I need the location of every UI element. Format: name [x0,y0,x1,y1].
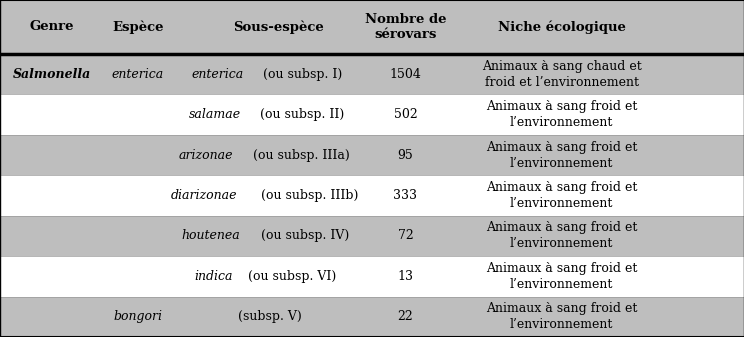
Text: Genre: Genre [30,21,74,33]
Text: bongori: bongori [113,310,162,323]
Text: enterica: enterica [112,68,164,81]
Text: (ou subsp. IV): (ou subsp. IV) [257,229,350,242]
Text: (subsp. V): (subsp. V) [238,310,301,323]
Bar [0,94,744,135]
Text: (ou subsp. I): (ou subsp. I) [259,68,342,81]
Text: arizonae: arizonae [179,149,234,161]
Bar [0,54,744,94]
Text: 22: 22 [397,310,414,323]
Text: 1504: 1504 [390,68,421,81]
Text: Nombre de
sérovars: Nombre de sérovars [365,13,446,41]
Text: 95: 95 [397,149,414,161]
Text: Animaux à sang froid et
l’environnement: Animaux à sang froid et l’environnement [486,262,638,291]
Text: (ou subsp. IIIb): (ou subsp. IIIb) [257,189,358,202]
Text: (ou subsp. VI): (ou subsp. VI) [244,270,336,283]
Text: Animaux à sang froid et
l’environnement: Animaux à sang froid et l’environnement [486,181,638,210]
Text: enterica: enterica [192,68,244,81]
Text: indica: indica [195,270,233,283]
Text: 502: 502 [394,108,417,121]
Bar [0,0,744,54]
Text: Animaux à sang froid et
l’environnement: Animaux à sang froid et l’environnement [486,141,638,170]
Bar [0,135,744,175]
Text: salamae: salamae [188,108,240,121]
Text: Sous-espèce: Sous-espèce [234,20,324,34]
Bar [0,256,744,297]
Text: Animaux à sang chaud et
froid et l’environnement: Animaux à sang chaud et froid et l’envir… [482,60,641,89]
Text: Animaux à sang froid et
l’environnement: Animaux à sang froid et l’environnement [486,100,638,129]
Text: 72: 72 [397,229,414,242]
Bar [0,297,744,337]
Text: 333: 333 [394,189,417,202]
Text: Espèce: Espèce [112,20,164,34]
Text: diarizonae: diarizonae [170,189,237,202]
Text: (ou subsp. IIIa): (ou subsp. IIIa) [249,149,350,161]
Bar [0,216,744,256]
Text: Animaux à sang froid et
l’environnement: Animaux à sang froid et l’environnement [486,221,638,250]
Text: (ou subsp. II): (ou subsp. II) [256,108,344,121]
Text: Salmonella: Salmonella [13,68,92,81]
Text: Animaux à sang froid et
l’environnement: Animaux à sang froid et l’environnement [486,302,638,331]
Text: houtenea: houtenea [182,229,240,242]
Text: 13: 13 [397,270,414,283]
Bar [0,175,744,216]
Text: Niche écologique: Niche écologique [498,20,626,34]
